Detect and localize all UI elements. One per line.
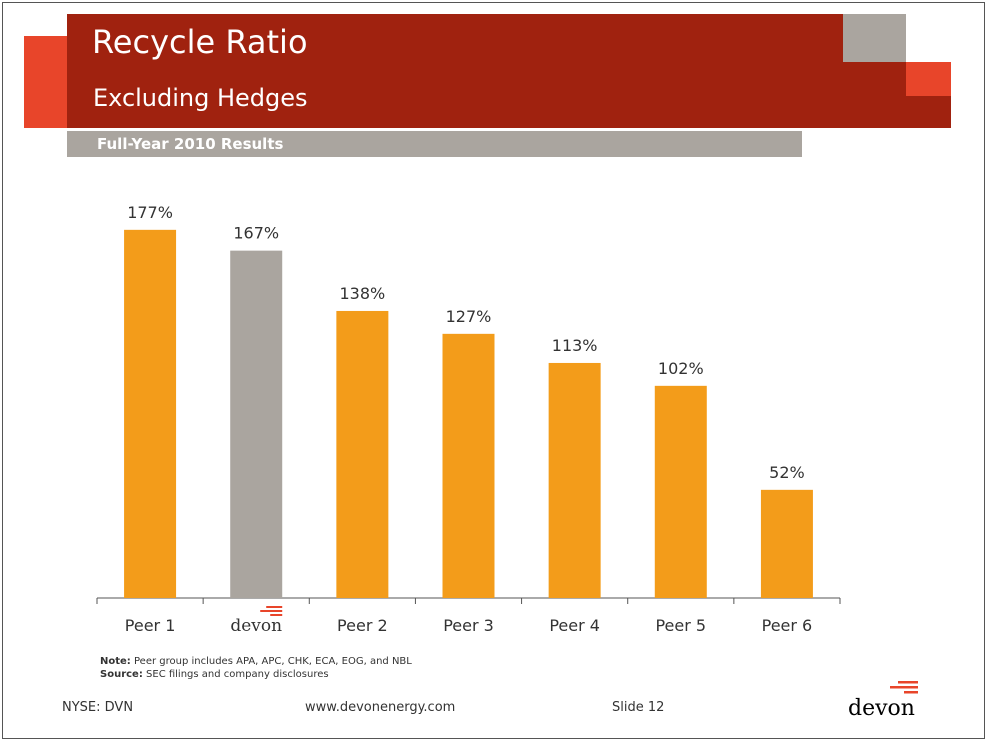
- slide-subtitle: Excluding Hedges: [93, 84, 308, 112]
- header-accent-left: [24, 36, 68, 128]
- data-label: 167%: [233, 224, 279, 243]
- category-label: Peer 3: [443, 616, 494, 635]
- source-text: SEC filings and company disclosures: [142, 669, 329, 680]
- category-label: devon: [230, 616, 282, 636]
- bar: [124, 229, 177, 598]
- footer-logo-text: devon: [848, 696, 915, 721]
- note-line: Note: Peer group includes APA, APC, CHK,…: [100, 655, 412, 668]
- source-line: Source: SEC filings and company disclosu…: [100, 668, 412, 681]
- bar: [230, 250, 283, 598]
- data-label: 113%: [552, 336, 598, 355]
- category-label: Peer 4: [549, 616, 600, 635]
- title-bar: [67, 14, 843, 96]
- note-label: Note:: [100, 656, 131, 667]
- devon-logo-stripe: [270, 614, 283, 616]
- category-label: Peer 5: [655, 616, 706, 635]
- devon-logo-icon: [260, 606, 283, 616]
- bar: [654, 385, 707, 598]
- bar: [548, 362, 601, 598]
- devon-logo-stripe: [260, 610, 283, 612]
- data-label: 127%: [446, 307, 492, 326]
- title-bar-extension: [843, 62, 906, 96]
- category-label: Peer 6: [762, 616, 813, 635]
- data-label: 52%: [769, 463, 805, 482]
- bar: [336, 310, 389, 598]
- devon-logo-stripe: [266, 606, 283, 608]
- footnote: Note: Peer group includes APA, APC, CHK,…: [100, 655, 412, 681]
- footer-logo: devon: [848, 681, 918, 721]
- section-label: Full-Year 2010 Results: [97, 135, 284, 153]
- bar: [442, 333, 495, 598]
- footer-ticker: NYSE: DVN: [62, 700, 134, 715]
- footer-url[interactable]: www.devonenergy.com: [305, 700, 456, 715]
- slide-title: Recycle Ratio: [92, 23, 308, 61]
- source-label: Source:: [100, 669, 143, 680]
- bar: [760, 489, 813, 598]
- data-label: 138%: [339, 284, 385, 303]
- footer-slide-number: Slide 12: [612, 700, 665, 715]
- category-label: Peer 1: [125, 616, 176, 635]
- header-accent-grey: [843, 14, 906, 62]
- title-bar-lower: [67, 96, 951, 128]
- data-label: 102%: [658, 359, 704, 378]
- category-label: Peer 2: [337, 616, 388, 635]
- logo-flame-icon: [890, 681, 918, 694]
- section-bar: [67, 131, 802, 157]
- note-text: Peer group includes APA, APC, CHK, ECA, …: [130, 656, 412, 667]
- data-label: 177%: [127, 203, 173, 222]
